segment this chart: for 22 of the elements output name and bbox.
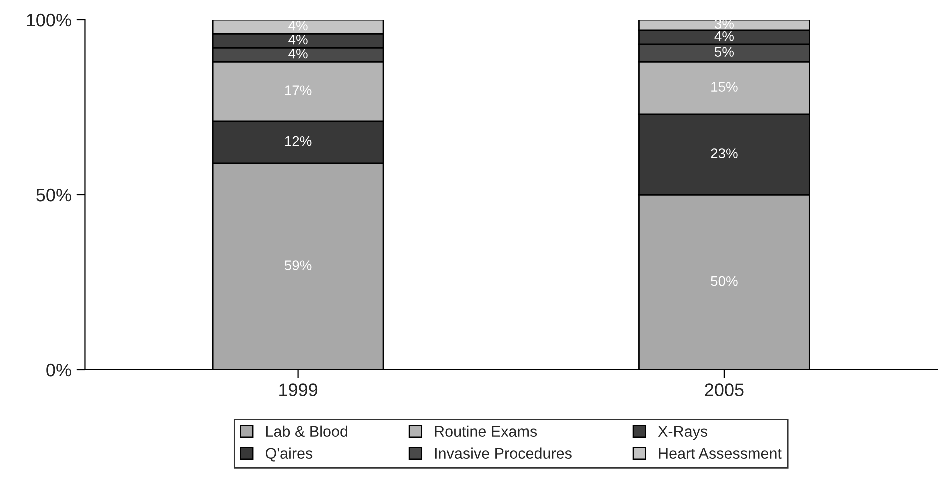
legend-label: Heart Assessment xyxy=(659,448,782,460)
y-tick-label: 50% xyxy=(36,188,72,202)
data-label: 4% xyxy=(714,31,734,42)
data-label: 4% xyxy=(288,20,308,31)
data-label: 59% xyxy=(284,260,312,270)
data-label: 5% xyxy=(714,47,734,57)
data-label: 4% xyxy=(288,34,308,45)
legend-label: Invasive Procedures xyxy=(435,448,572,460)
legend-label: Q'aires xyxy=(266,448,313,462)
data-label: 23% xyxy=(711,148,738,158)
legend-label: X-Rays xyxy=(658,426,708,440)
legend-label: Lab & Blood xyxy=(266,426,348,438)
data-label: 17% xyxy=(285,86,312,96)
x-tick-label: 1999 xyxy=(280,384,318,396)
data-label: 4% xyxy=(288,48,308,59)
data-label: 15% xyxy=(712,82,738,92)
x-tick-label: 2005 xyxy=(705,384,744,396)
legend-label: Routine Exams xyxy=(435,426,538,438)
y-tick-label: 0% xyxy=(46,364,72,377)
y-tick-label: 100% xyxy=(27,14,72,27)
data-label: 12% xyxy=(285,136,312,146)
data-label: 50% xyxy=(711,276,738,286)
